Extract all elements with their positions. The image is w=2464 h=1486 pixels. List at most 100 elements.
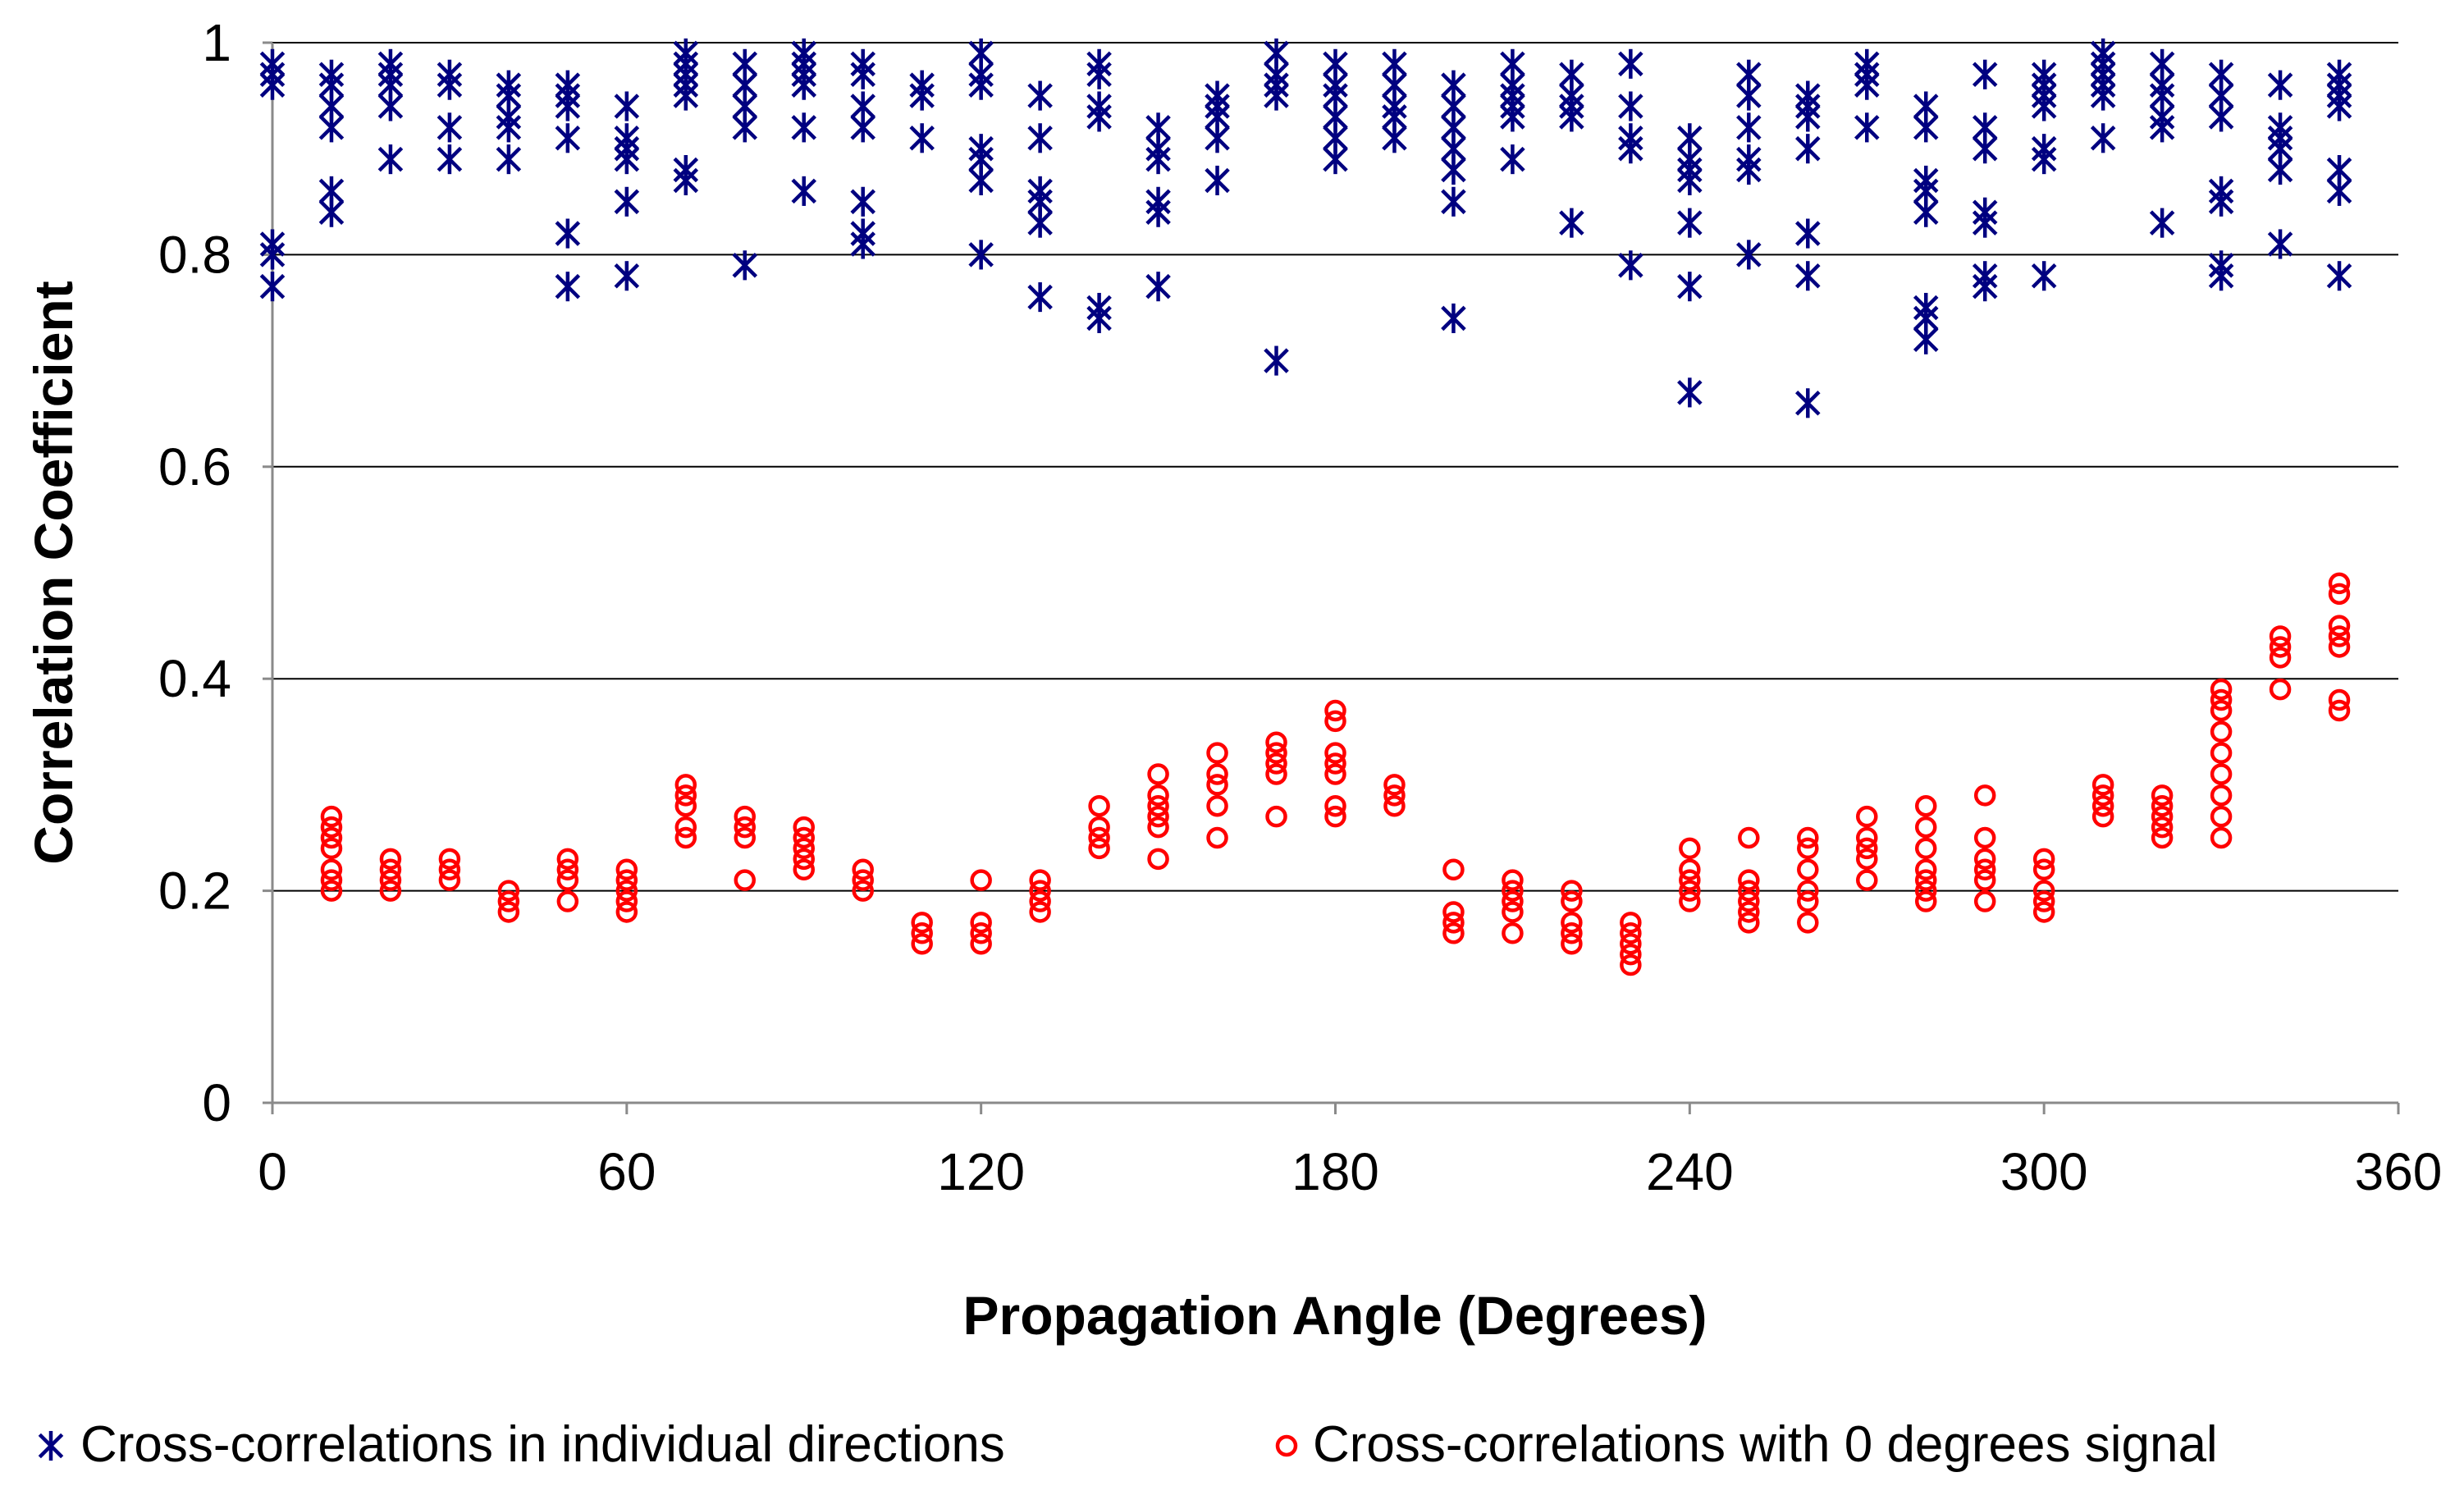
data-point-circle xyxy=(2032,880,2055,902)
data-point-circle xyxy=(1797,912,1819,934)
data-point-circle xyxy=(1797,858,1819,881)
data-point-circle xyxy=(1738,826,1760,849)
data-point-circle xyxy=(1738,869,1760,891)
data-point-circle xyxy=(1442,912,1465,934)
data-point-asterisk xyxy=(673,80,699,111)
data-point-asterisk xyxy=(1618,134,1643,164)
data-point-circle xyxy=(2032,890,2055,912)
data-point-asterisk xyxy=(1677,165,1703,196)
data-point-asterisk xyxy=(437,70,463,100)
data-point-asterisk xyxy=(1795,261,1821,291)
data-point-circle xyxy=(1914,880,1937,902)
data-point-circle xyxy=(970,869,992,891)
legend: Cross-correlations in individual directi… xyxy=(38,1416,2218,1473)
data-point-circle xyxy=(1324,794,1346,817)
x-tick-label: 0 xyxy=(258,1142,287,1201)
data-point-circle xyxy=(734,869,757,891)
data-point-circle xyxy=(734,816,757,839)
data-point-circle xyxy=(1914,816,1937,839)
data-point-circle xyxy=(1738,880,1760,902)
data-point-asterisk xyxy=(377,91,404,121)
data-point-circle xyxy=(320,816,343,839)
data-point-circle xyxy=(2210,784,2233,807)
data-point-circle xyxy=(1206,794,1228,817)
data-point-circle xyxy=(1797,890,1819,912)
data-point-circle xyxy=(2032,858,2055,881)
data-point-circle xyxy=(1973,826,1996,849)
legend-marker-asterisk xyxy=(38,1430,64,1461)
data-point-circle xyxy=(2328,699,2351,722)
data-point-asterisk xyxy=(1027,123,1053,153)
data-point-circle xyxy=(793,816,815,839)
data-point-circle xyxy=(1973,858,1996,881)
data-point-asterisk xyxy=(2208,186,2234,217)
data-point-circle xyxy=(1973,869,1996,891)
data-point-circle xyxy=(852,858,874,881)
data-point-circle xyxy=(379,848,402,871)
data-point-asterisk xyxy=(2267,70,2293,100)
data-point-circle xyxy=(1856,826,1878,849)
data-point-asterisk xyxy=(850,112,875,143)
data-point-asterisk xyxy=(850,186,875,217)
data-point-circle xyxy=(1265,752,1287,775)
data-point-asterisk xyxy=(437,144,463,175)
data-point-circle xyxy=(379,869,402,891)
data-point-circle xyxy=(1797,826,1819,849)
data-point-circle xyxy=(1620,912,1642,934)
data-point-asterisk xyxy=(2149,208,2175,238)
data-point-circle xyxy=(1324,752,1346,775)
data-point-circle xyxy=(1029,890,1051,912)
data-point-circle xyxy=(2210,826,2233,849)
data-point-circle xyxy=(1561,912,1583,934)
data-point-circle xyxy=(1561,890,1583,912)
data-point-asterisk xyxy=(1027,80,1053,111)
data-point-circle xyxy=(615,858,638,881)
data-point-circle xyxy=(911,932,933,955)
data-point-circle xyxy=(852,869,874,891)
data-point-circle xyxy=(2210,688,2233,711)
data-point-circle xyxy=(615,901,638,923)
data-point-asterisk xyxy=(555,218,581,249)
data-point-circle xyxy=(1324,742,1346,764)
data-point-circle xyxy=(1147,848,1169,871)
data-point-circle xyxy=(1620,943,1642,966)
data-point-asterisk xyxy=(1441,303,1466,333)
legend-circle xyxy=(1275,1434,1298,1457)
data-point-circle xyxy=(2210,742,2233,764)
data-point-circle xyxy=(1147,805,1169,828)
data-point-circle xyxy=(674,826,697,849)
data-point-circle xyxy=(615,890,638,912)
data-point-circle xyxy=(1561,922,1583,944)
data-point-asterisk xyxy=(1086,102,1112,132)
data-point-circle xyxy=(320,869,343,891)
data-point-asterisk xyxy=(1913,197,1939,227)
data-point-circle xyxy=(1088,816,1110,839)
data-point-circle xyxy=(1914,858,1937,881)
data-point-circle xyxy=(1029,901,1051,923)
data-point-asterisk xyxy=(1145,144,1171,175)
data-point-circle xyxy=(497,890,520,912)
data-point-asterisk xyxy=(2326,261,2352,291)
data-point-asterisk xyxy=(1913,112,1939,143)
data-point-circle xyxy=(2091,794,2114,817)
data-point-asterisk xyxy=(1559,208,1584,238)
x-axis-title: Propagation Angle (Degrees) xyxy=(962,1285,1707,1346)
data-point-circle xyxy=(1324,805,1346,828)
data-point-circle xyxy=(1502,922,1524,944)
data-point-circle xyxy=(1738,901,1760,923)
y-tick-label: 0 xyxy=(202,1073,231,1132)
data-point-circle xyxy=(320,858,343,881)
y-tick-label: 1 xyxy=(202,13,231,72)
data-point-circle xyxy=(1265,805,1287,828)
data-point-circle xyxy=(1383,794,1406,817)
data-point-circle xyxy=(2151,805,2174,828)
data-point-asterisk xyxy=(1205,123,1230,153)
data-point-circle xyxy=(970,932,992,955)
data-point-circle xyxy=(1265,742,1287,764)
data-point-circle xyxy=(2151,784,2174,807)
data-point-asterisk xyxy=(555,272,581,302)
data-point-circle xyxy=(438,869,461,891)
data-point-asterisk xyxy=(850,59,875,89)
data-point-asterisk xyxy=(259,272,286,302)
data-point-circle xyxy=(911,922,933,944)
